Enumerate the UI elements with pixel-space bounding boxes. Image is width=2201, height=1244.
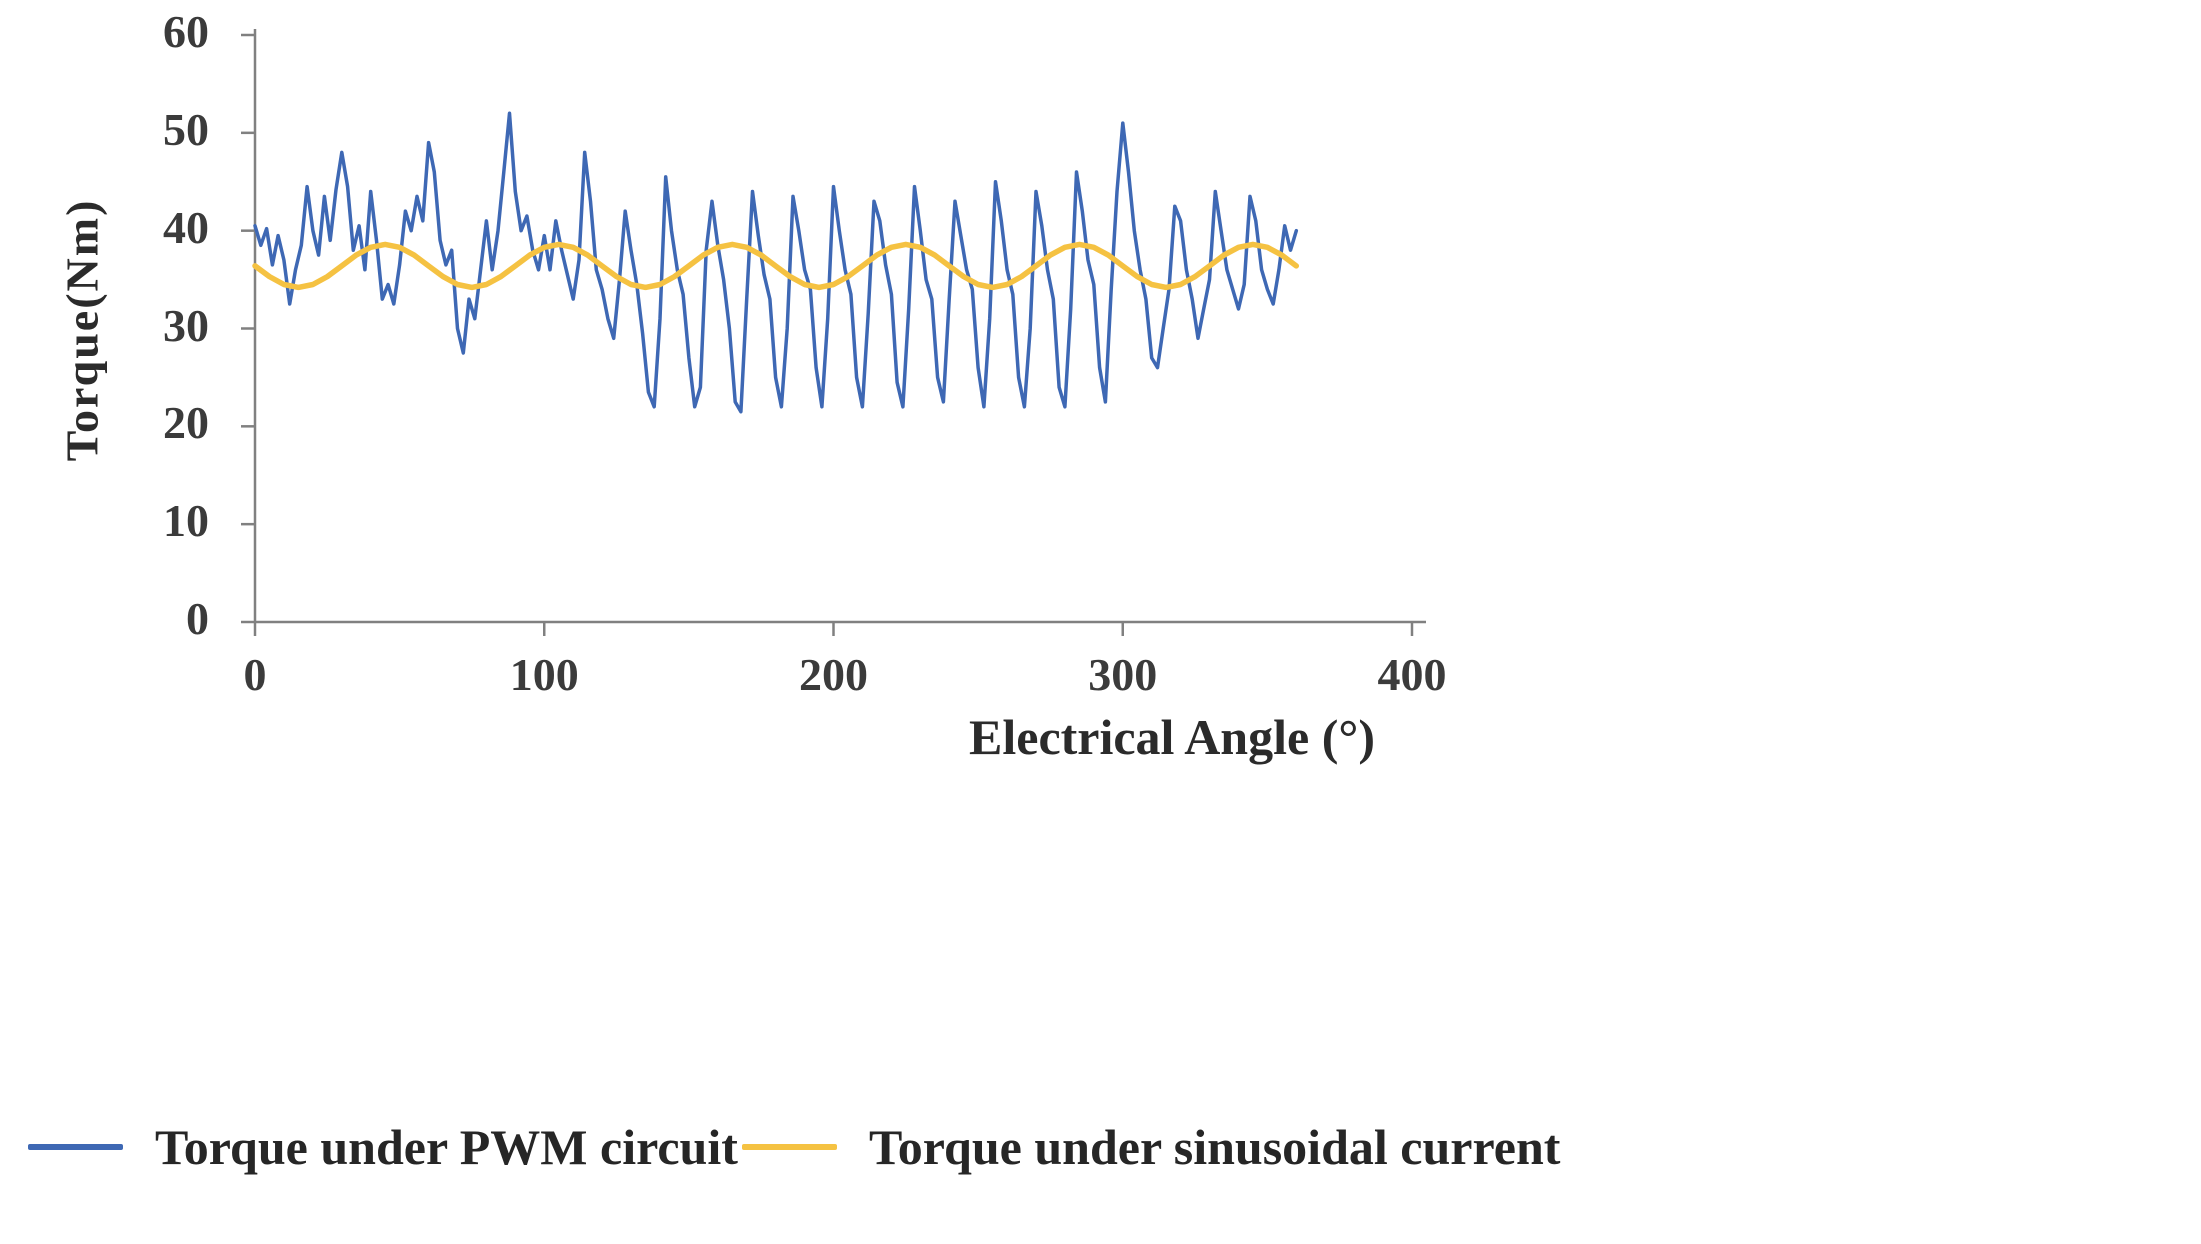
series-line-sinusoidal xyxy=(252,241,1300,291)
legend-item-sinusoidal: Torque under sinusoidal current xyxy=(742,1118,1560,1176)
x-axis-title: Electrical Angle (°) xyxy=(969,709,1375,765)
legend-label: Torque under PWM circuit xyxy=(155,1119,738,1175)
series-line-pwm xyxy=(253,111,1299,414)
legend-item-pwm: Torque under PWM circuit xyxy=(28,1118,738,1176)
legend-swatch-line xyxy=(742,1144,837,1150)
legend-swatch-line xyxy=(28,1144,123,1150)
legend-label: Torque under sinusoidal current xyxy=(869,1119,1561,1175)
